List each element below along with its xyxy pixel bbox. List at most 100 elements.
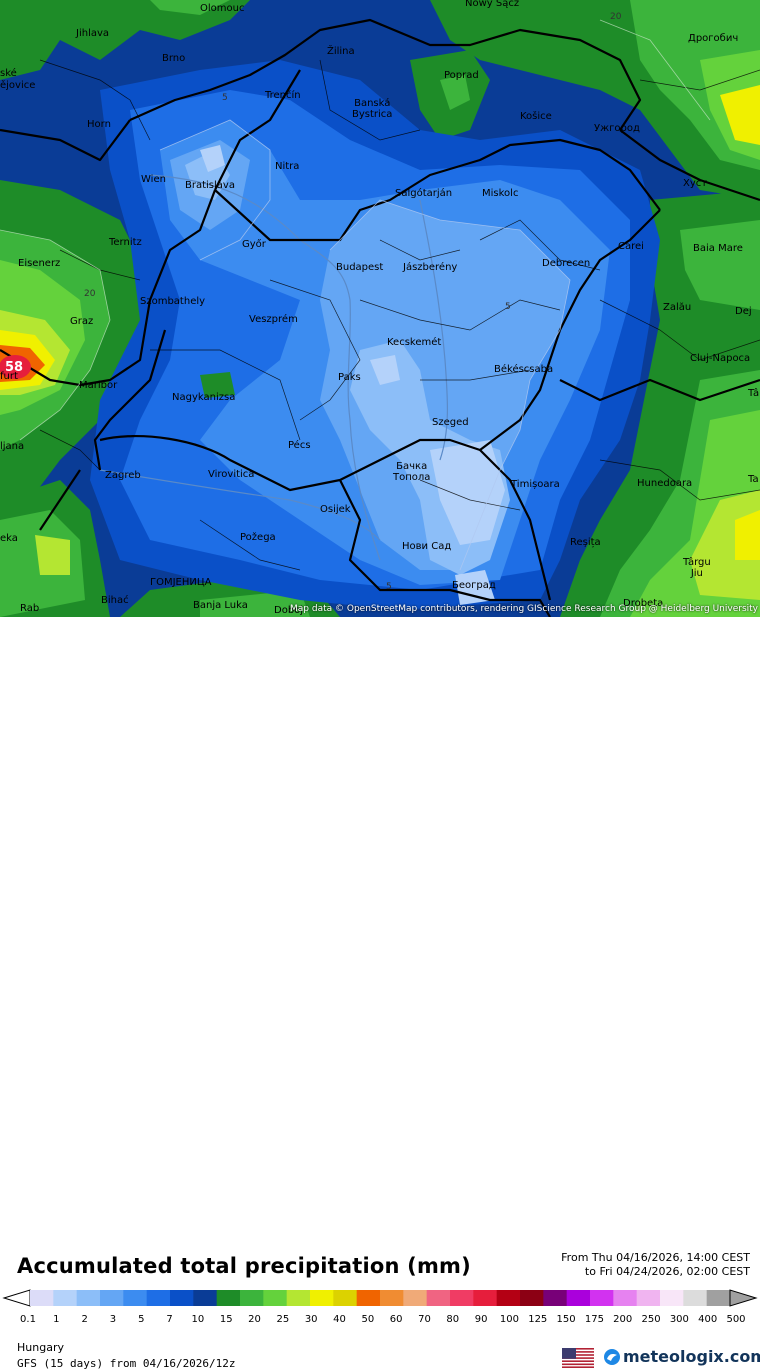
scale-swatch xyxy=(426,1290,451,1306)
scale-swatch xyxy=(100,1290,124,1306)
city-label: Wien xyxy=(141,174,166,185)
city-label: Nagykanizsa xyxy=(172,392,236,403)
city-label: ГОМЈЕНИЦА xyxy=(150,577,212,588)
city-label: Brno xyxy=(162,53,186,64)
scale-arrow-left xyxy=(2,1289,31,1307)
model-run-label: GFS (15 days) from 04/16/2026/12z xyxy=(17,1357,236,1370)
scale-arrow-right xyxy=(729,1289,758,1307)
city-label: Hunedoara xyxy=(637,478,693,489)
city-label: Maribor xyxy=(79,380,118,391)
city-label: Reșița xyxy=(570,537,601,548)
city-label: Timișoara xyxy=(511,479,560,490)
city-label: Bratislava xyxy=(185,180,235,191)
scale-tick-label: 40 xyxy=(333,1314,346,1325)
scale-tick-label: 50 xyxy=(361,1314,375,1325)
city-label: Paks xyxy=(338,372,361,383)
scale-swatch xyxy=(566,1290,591,1306)
scale-swatch xyxy=(30,1290,54,1306)
max-marker-label: 58 xyxy=(5,360,24,375)
scale-swatch xyxy=(216,1290,241,1306)
scale-tick-label: 400 xyxy=(698,1314,718,1325)
city-label: Szombathely xyxy=(140,296,206,307)
color-scale-bar xyxy=(2,1289,758,1307)
city-label: Virovitica xyxy=(208,469,255,480)
scale-swatch xyxy=(520,1290,544,1306)
city-label: Žilina xyxy=(327,46,355,57)
scale-tick-label: 30 xyxy=(304,1314,318,1325)
city-label: Budapest xyxy=(336,262,384,273)
meteologix-logo-icon xyxy=(604,1349,620,1365)
legend-title: Accumulated total precipitation (mm) xyxy=(17,1254,471,1278)
scale-tick-label: 250 xyxy=(641,1314,661,1325)
scale-swatch xyxy=(706,1290,731,1306)
scale-swatch xyxy=(380,1290,404,1306)
scale-tick-label: 3 xyxy=(109,1314,117,1325)
scale-swatch xyxy=(590,1290,614,1306)
city-label: Нови Сад xyxy=(402,541,452,552)
city-label: Nowy Sącz xyxy=(465,0,520,9)
scale-swatch xyxy=(333,1290,358,1306)
city-label: Drobeta xyxy=(623,598,664,609)
scale-tick-label: 60 xyxy=(389,1314,403,1325)
city-label: Miskolc xyxy=(482,188,519,199)
city-label: Tâ xyxy=(748,388,760,399)
isoline-label: 5 xyxy=(386,582,392,592)
scale-swatch xyxy=(660,1290,684,1306)
city-label: ské xyxy=(0,68,17,79)
city-label: Olomouc xyxy=(200,3,245,14)
scale-tick-label: 5 xyxy=(138,1314,145,1325)
us-flag-icon[interactable] xyxy=(562,1348,594,1368)
city-label: Carei xyxy=(618,241,644,252)
scale-tick-label: 300 xyxy=(669,1314,689,1325)
time-period: From Thu 04/16/2026, 14:00 CEST to Fri 0… xyxy=(561,1251,750,1279)
scale-swatch xyxy=(310,1290,334,1306)
city-label: Banská Bystrica xyxy=(352,98,393,120)
city-label: Salgótarján xyxy=(395,188,453,199)
brand-name[interactable]: meteologix.com xyxy=(623,1347,760,1366)
scale-swatch xyxy=(683,1290,708,1306)
city-label: Eisenerz xyxy=(18,258,61,269)
scale-tick-label: 150 xyxy=(556,1314,576,1325)
scale-swatch xyxy=(543,1290,568,1306)
city-label: Košice xyxy=(520,111,552,122)
city-label: Bihać xyxy=(101,595,129,606)
scale-swatch xyxy=(636,1290,661,1306)
city-label: Cluj-Napoca xyxy=(690,353,751,364)
city-label: Zalău xyxy=(663,302,692,313)
city-label: Jászberény xyxy=(403,262,458,273)
scale-tick-label: 500 xyxy=(726,1314,746,1325)
scale-swatch xyxy=(613,1290,638,1306)
city-label: Kecskemét xyxy=(387,337,442,348)
city-label: ějovice xyxy=(0,80,36,91)
map-attribution: Map data © OpenStreetMap contributors, r… xyxy=(290,604,758,614)
city-label: Београд xyxy=(452,580,496,591)
scale-swatch xyxy=(403,1290,428,1306)
scale-tick-label: 7 xyxy=(166,1314,173,1325)
city-label: Ужгород xyxy=(594,123,640,134)
city-label: Szeged xyxy=(432,417,469,428)
scale-swatch xyxy=(123,1290,148,1306)
city-label: Бачка Топола xyxy=(393,461,431,483)
scale-tick-label: 90 xyxy=(474,1314,488,1325)
city-label: ljana xyxy=(0,441,25,452)
city-label: Osijek xyxy=(320,504,351,515)
scale-tick-label: 1 xyxy=(53,1314,60,1325)
scale-swatch xyxy=(473,1290,498,1306)
city-label: furt xyxy=(0,371,18,382)
city-label: Zagreb xyxy=(105,470,141,481)
city-label: Graz xyxy=(70,316,94,327)
city-label: Poprad xyxy=(444,70,479,81)
isoline-label: 20 xyxy=(610,12,622,22)
city-label: Banja Luka xyxy=(193,600,248,611)
scale-tick-label: 175 xyxy=(584,1314,604,1325)
city-label: Ternitz xyxy=(109,237,142,248)
scale-tick-label: 80 xyxy=(446,1314,460,1325)
isoline-label: 5 xyxy=(222,93,228,103)
isoline-label: 5 xyxy=(505,302,511,312)
city-label: Ta xyxy=(748,474,759,485)
scale-swatch xyxy=(76,1290,101,1306)
city-label: Győr xyxy=(242,239,266,250)
scale-swatch xyxy=(286,1290,311,1306)
city-label: Debrecen xyxy=(542,258,591,269)
city-label: Doboj xyxy=(274,605,304,616)
